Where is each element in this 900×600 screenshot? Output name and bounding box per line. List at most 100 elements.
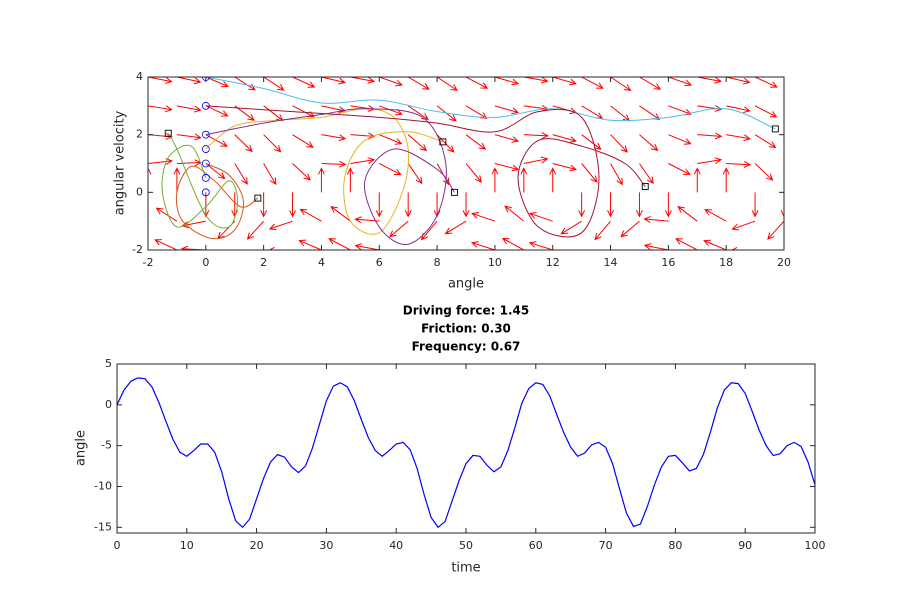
x-axis-label: angle bbox=[448, 277, 484, 292]
vector-arrow bbox=[154, 239, 178, 250]
vector-arrow bbox=[491, 167, 499, 193]
vector-arrow bbox=[726, 134, 751, 142]
trajectory bbox=[205, 108, 455, 245]
vector-arrow bbox=[350, 77, 376, 84]
vector-arrow bbox=[407, 77, 430, 90]
vector-arrow bbox=[176, 133, 202, 141]
x-tick-label: 70 bbox=[599, 539, 613, 552]
vector-arrow bbox=[643, 243, 669, 250]
vector-arrow bbox=[581, 77, 604, 89]
vector-arrow bbox=[330, 205, 351, 222]
vector-arrow bbox=[465, 134, 487, 150]
vector-arrow bbox=[173, 167, 181, 193]
vector-arrow bbox=[263, 134, 282, 153]
vector-arrow bbox=[594, 220, 611, 241]
vector-arrow bbox=[643, 216, 669, 223]
vector-arrow bbox=[444, 220, 467, 235]
vector-arrow bbox=[318, 167, 325, 193]
vector-arrow bbox=[494, 163, 520, 172]
trajectory bbox=[161, 132, 239, 229]
start-marker bbox=[201, 145, 210, 153]
start-marker bbox=[201, 188, 210, 197]
y-tick-label: 0 bbox=[136, 185, 143, 198]
vector-arrow bbox=[205, 105, 229, 117]
vector-arrow bbox=[767, 220, 784, 240]
x-tick-label: 4 bbox=[318, 256, 325, 269]
vector-arrow bbox=[407, 134, 428, 152]
y-tick-label: -2 bbox=[132, 243, 143, 256]
vector-arrow bbox=[404, 192, 412, 218]
vector-arrow bbox=[234, 163, 248, 185]
x-tick-label: 6 bbox=[376, 256, 383, 269]
x-tick-label: 16 bbox=[661, 256, 675, 269]
vector-arrow bbox=[462, 192, 470, 218]
vector-arrow bbox=[528, 241, 553, 250]
vector-arrow bbox=[610, 163, 623, 186]
x-tick-label: 20 bbox=[777, 256, 791, 269]
vector-arrow bbox=[465, 163, 483, 183]
start-marker bbox=[201, 159, 210, 168]
y-tick-label: 2 bbox=[136, 128, 143, 141]
vector-arrow bbox=[549, 167, 557, 193]
vector-arrow bbox=[639, 134, 659, 152]
trajectory bbox=[205, 105, 646, 238]
x-tick-label: 60 bbox=[529, 539, 543, 552]
vector-arrow bbox=[703, 239, 727, 250]
vector-arrow bbox=[677, 205, 698, 222]
vector-arrow bbox=[578, 192, 586, 218]
vector-arrow bbox=[346, 167, 354, 193]
vector-arrow bbox=[328, 238, 351, 250]
x-tick-label: 14 bbox=[604, 256, 618, 269]
chart-title: Frequency: 0.67 bbox=[412, 340, 521, 354]
vector-arrow bbox=[379, 77, 403, 87]
vector-arrow bbox=[176, 77, 202, 85]
vector-arrow bbox=[268, 246, 293, 250]
vector-arrow bbox=[299, 208, 322, 222]
start-marker bbox=[201, 101, 210, 110]
vector-arrow bbox=[321, 105, 347, 113]
plot-area bbox=[148, 77, 784, 250]
chart-title: Driving force: 1.45 bbox=[403, 304, 529, 318]
x-tick-label: 8 bbox=[434, 256, 441, 269]
vector-arrow bbox=[581, 163, 598, 183]
vector-arrow bbox=[389, 220, 409, 238]
vector-arrow bbox=[520, 167, 528, 193]
vector-arrow bbox=[407, 163, 423, 185]
vector-arrow bbox=[693, 167, 701, 193]
vector-arrow bbox=[560, 220, 582, 235]
vector-arrow bbox=[292, 163, 311, 181]
vector-arrow bbox=[731, 220, 756, 231]
vector-arrow bbox=[751, 192, 759, 218]
x-tick-label: 90 bbox=[738, 539, 752, 552]
vector-arrow bbox=[581, 134, 602, 150]
vector-arrow bbox=[263, 163, 277, 186]
vector-arrow bbox=[501, 237, 525, 250]
vector-arrow bbox=[754, 134, 777, 148]
vector-arrow bbox=[436, 134, 455, 153]
y-tick-label: 5 bbox=[105, 357, 112, 370]
vector-arrow bbox=[292, 77, 316, 88]
vector-arrow bbox=[704, 209, 727, 222]
y-tick-label: -15 bbox=[94, 520, 112, 533]
vector-arrow bbox=[176, 105, 202, 113]
vector-arrow bbox=[470, 241, 496, 250]
vector-arrow bbox=[552, 134, 577, 143]
y-tick-label: -10 bbox=[94, 479, 112, 492]
plot-area bbox=[117, 377, 815, 529]
vector-arrow bbox=[234, 134, 253, 153]
x-axis-label: time bbox=[451, 561, 480, 576]
x-tick-label: 0 bbox=[114, 539, 121, 552]
vector-arrow bbox=[263, 77, 285, 91]
vector-arrow bbox=[494, 77, 520, 86]
vector-arrow bbox=[664, 192, 672, 218]
x-tick-label: 10 bbox=[488, 256, 502, 269]
vector-arrow bbox=[523, 77, 549, 84]
vector-arrow bbox=[494, 134, 520, 143]
line bbox=[117, 377, 815, 529]
trajectory bbox=[175, 163, 259, 240]
x-tick-label: 20 bbox=[250, 539, 264, 552]
x-tick-label: 18 bbox=[719, 256, 733, 269]
